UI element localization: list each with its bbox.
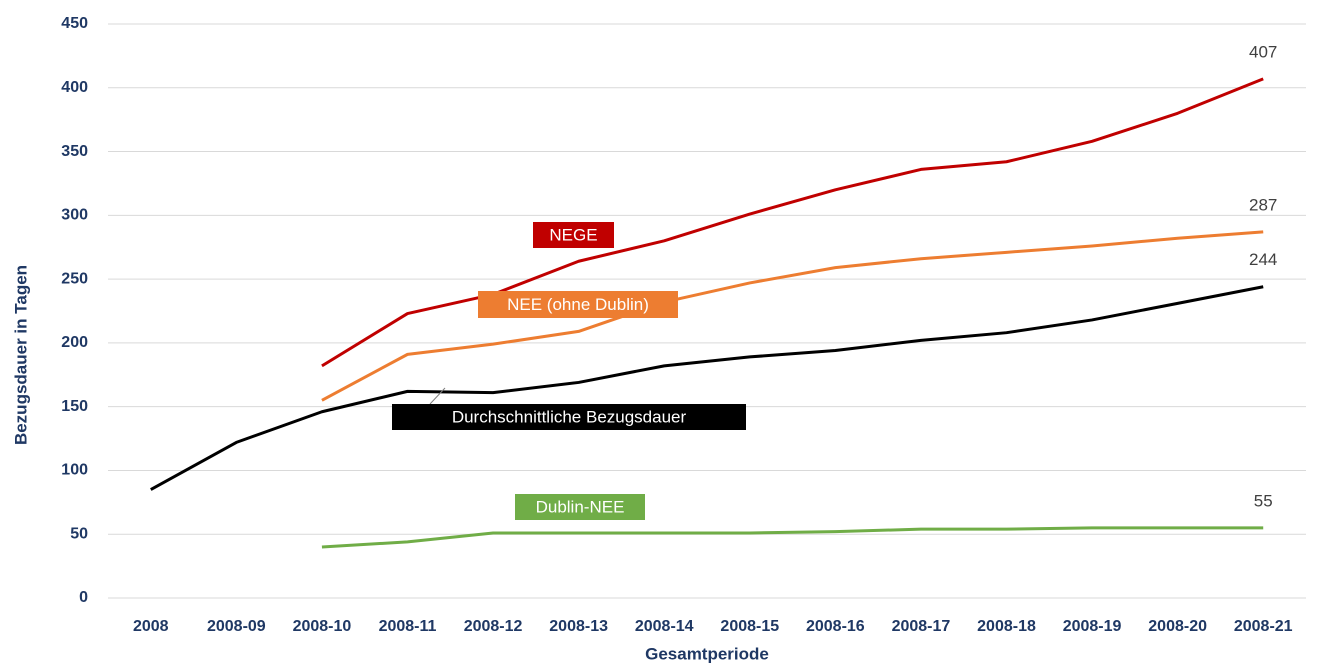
- series-line: [321, 230, 1264, 402]
- y-tick-label: 50: [70, 525, 88, 542]
- series-label: Durchschnittliche Bezugsdauer: [452, 407, 687, 426]
- series-line: [321, 77, 1264, 368]
- value-label: 55: [1254, 491, 1273, 510]
- y-tick-label: 300: [61, 207, 88, 224]
- y-tick-label: 450: [61, 15, 88, 32]
- series-label-box: [533, 222, 614, 248]
- x-tick-label: 2008-11: [379, 618, 437, 635]
- x-tick-label: 2008: [133, 618, 169, 635]
- y-axis-title: Bezugsdauer in Tagen: [11, 265, 30, 445]
- x-axis-title: Gesamtperiode: [645, 644, 769, 663]
- y-tick-label: 200: [61, 334, 88, 351]
- x-tick-label: 2008-10: [293, 618, 352, 635]
- x-tick-label: 2008-12: [464, 618, 523, 635]
- series-label-box: [478, 291, 678, 318]
- value-label: 407: [1249, 42, 1277, 61]
- series-label-box: [515, 494, 645, 520]
- x-tick-label: 2008-20: [1148, 618, 1207, 635]
- value-label: 244: [1249, 250, 1277, 269]
- y-tick-label: 150: [61, 398, 88, 415]
- x-tick-label: 2008-21: [1234, 618, 1293, 635]
- x-tick-label: 2008-13: [549, 618, 608, 635]
- leader-line: [429, 387, 446, 405]
- series-label: NEE (ohne Dublin): [507, 295, 649, 314]
- x-tick-label: 2008-17: [892, 618, 951, 635]
- x-tick-label: 2008-14: [635, 618, 694, 635]
- x-tick-label: 2008-15: [720, 618, 779, 635]
- y-tick-label: 350: [61, 143, 88, 160]
- series-label-box: [392, 404, 746, 430]
- series-line: [321, 526, 1264, 549]
- x-tick-label: 2008-16: [806, 618, 865, 635]
- x-tick-label: 2008-19: [1063, 618, 1122, 635]
- y-tick-label: 250: [61, 270, 88, 287]
- y-tick-label: 0: [79, 589, 88, 606]
- y-tick-label: 400: [61, 79, 88, 96]
- x-tick-label: 2008-09: [207, 618, 266, 635]
- series-line: [150, 285, 1264, 491]
- y-tick-label: 100: [61, 462, 88, 479]
- series-label: Dublin-NEE: [536, 497, 625, 516]
- x-tick-label: 2008-18: [977, 618, 1036, 635]
- value-label: 287: [1249, 195, 1277, 214]
- series-label: NEGE: [549, 225, 597, 244]
